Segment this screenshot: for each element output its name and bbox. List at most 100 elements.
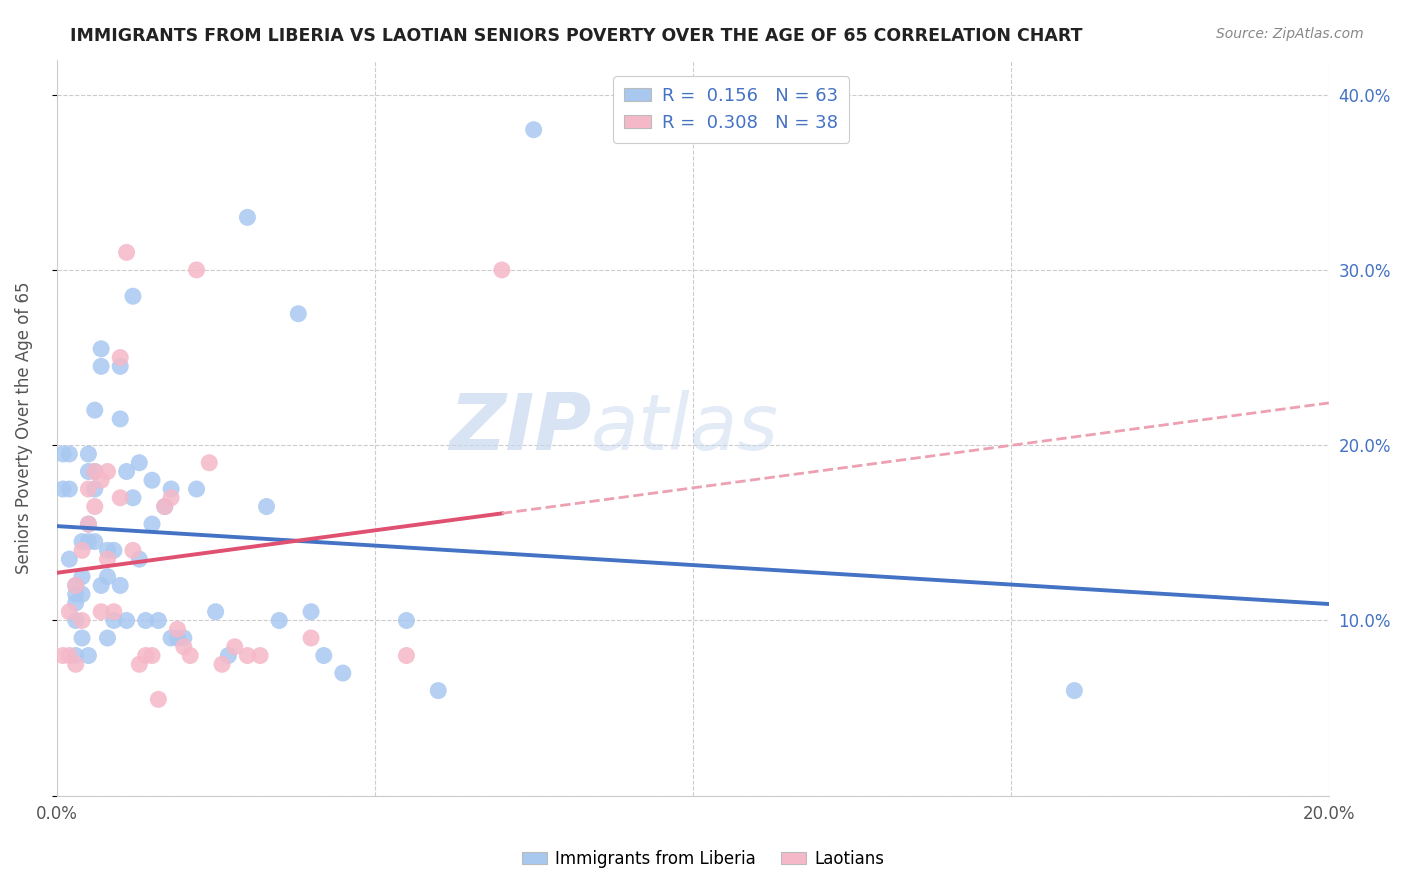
Point [122,543,145,558]
Point [52,482,75,496]
Point [70,543,93,558]
Point [122,289,145,303]
Point [110,578,132,592]
Point [427,683,450,698]
Point [491,263,513,277]
Point [77,534,100,549]
Point [65,578,87,592]
Point [269,614,291,628]
Point [173,640,195,654]
Point [65,578,87,592]
Point [65,596,87,610]
Point [128,657,150,672]
Point [186,482,208,496]
Point [90,605,112,619]
Point [110,491,132,505]
Point [148,692,170,706]
Point [83,403,105,417]
Point [90,578,112,592]
Point [65,587,87,601]
Point [96,569,118,583]
Point [70,569,93,583]
Point [96,543,118,558]
Point [395,614,418,628]
Point [52,648,75,663]
Point [70,534,93,549]
Point [103,543,125,558]
Point [312,648,335,663]
Point [204,605,226,619]
Point [395,648,418,663]
Legend: R =  0.156   N = 63, R =  0.308   N = 38: R = 0.156 N = 63, R = 0.308 N = 38 [613,76,849,143]
Point [217,648,239,663]
Point [141,648,163,663]
Text: atlas: atlas [591,390,779,466]
Point [160,482,183,496]
Point [166,631,188,645]
Point [77,465,100,479]
Point [103,614,125,628]
Point [287,307,309,321]
Point [523,122,546,136]
Point [83,465,105,479]
Point [70,614,93,628]
Point [58,482,80,496]
Point [135,614,157,628]
Text: Source: ZipAtlas.com: Source: ZipAtlas.com [1216,27,1364,41]
Point [58,552,80,566]
Point [77,648,100,663]
Point [1063,683,1085,698]
Point [166,622,188,636]
Point [65,648,87,663]
Point [224,640,246,654]
Point [110,351,132,365]
Point [96,631,118,645]
Point [70,587,93,601]
Point [299,605,322,619]
Point [115,465,138,479]
Point [173,631,195,645]
Point [52,447,75,461]
Point [83,465,105,479]
Point [96,465,118,479]
Point [160,491,183,505]
Point [65,614,87,628]
Point [236,211,259,225]
Point [103,605,125,619]
Point [179,648,201,663]
Point [299,631,322,645]
Point [83,500,105,514]
Point [236,648,259,663]
Point [186,263,208,277]
Point [70,631,93,645]
Point [198,456,221,470]
Point [211,657,233,672]
Point [58,605,80,619]
Point [83,534,105,549]
Point [65,657,87,672]
Point [249,648,271,663]
Point [58,648,80,663]
Point [110,412,132,426]
Point [77,517,100,532]
Point [122,491,145,505]
Point [135,648,157,663]
Y-axis label: Seniors Poverty Over the Age of 65: Seniors Poverty Over the Age of 65 [15,282,32,574]
Point [141,517,163,532]
Point [77,447,100,461]
Point [77,482,100,496]
Point [115,245,138,260]
Point [90,473,112,487]
Point [90,342,112,356]
Point [128,456,150,470]
Point [128,552,150,566]
Point [153,500,176,514]
Text: IMMIGRANTS FROM LIBERIA VS LAOTIAN SENIORS POVERTY OVER THE AGE OF 65 CORRELATIO: IMMIGRANTS FROM LIBERIA VS LAOTIAN SENIO… [70,27,1083,45]
Text: ZIP: ZIP [449,390,591,466]
Point [110,359,132,374]
Point [90,359,112,374]
Point [115,614,138,628]
Point [332,666,354,681]
Point [96,552,118,566]
Legend: Immigrants from Liberia, Laotians: Immigrants from Liberia, Laotians [515,844,891,875]
